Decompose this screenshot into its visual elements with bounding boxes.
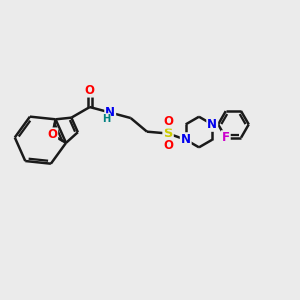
Text: S: S bbox=[164, 127, 173, 140]
Text: N: N bbox=[181, 133, 191, 146]
Text: O: O bbox=[163, 140, 173, 152]
Text: N: N bbox=[105, 106, 115, 119]
Text: O: O bbox=[85, 84, 95, 97]
Text: F: F bbox=[222, 131, 230, 144]
Text: O: O bbox=[163, 115, 173, 128]
Text: H: H bbox=[102, 114, 110, 124]
Text: O: O bbox=[47, 128, 57, 141]
Text: N: N bbox=[207, 118, 217, 131]
